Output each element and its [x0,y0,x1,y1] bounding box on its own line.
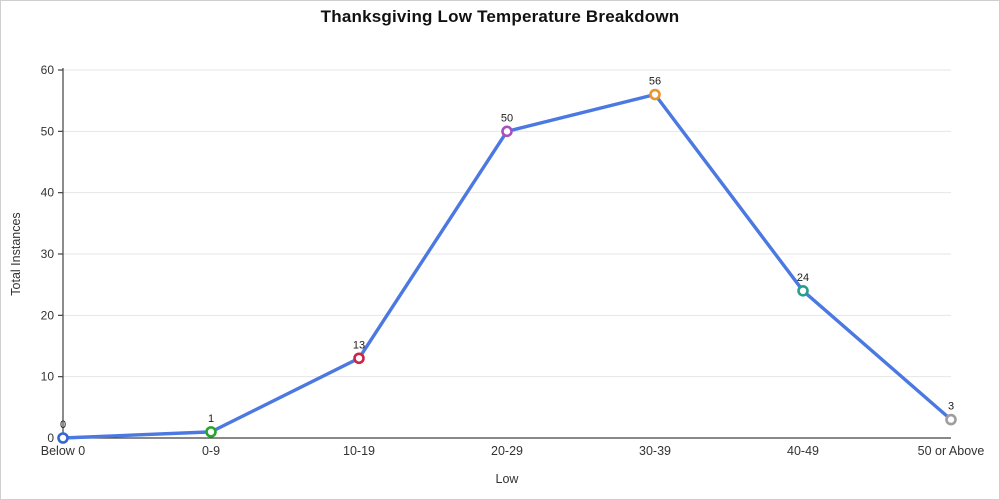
data-point-label: 3 [948,401,954,413]
y-axis-title: Total Instances [9,212,23,296]
data-point-marker [353,352,365,365]
data-point-marker [501,125,513,138]
y-tick-label: 10 [41,370,55,384]
data-point-marker [205,426,217,438]
x-tick-label: Below 0 [41,444,86,458]
y-tick-label: 0 [47,431,54,445]
data-point-label: 0 [60,419,66,431]
data-point-marker [945,413,957,426]
data-line [61,92,953,440]
data-point-marker [649,88,661,101]
y-tick-label: 50 [41,124,55,138]
y-tick-label: 20 [41,308,55,322]
x-tick-label: 10-19 [343,444,375,458]
data-point-label: 56 [649,76,661,88]
x-tick-label: 0-9 [202,444,220,458]
data-point-label: 1 [208,413,214,425]
y-tick-label: 40 [41,186,55,200]
x-tick-label: 50 or Above [918,444,985,458]
y-tick-label: 60 [41,63,55,77]
data-point-label: 50 [501,112,513,124]
data-point-label: 24 [797,272,809,284]
data-point-marker [57,432,69,444]
y-tick-label: 30 [41,247,55,261]
x-tick-label: 20-29 [491,444,523,458]
data-point-label: 13 [353,339,365,351]
x-tick-label: 30-39 [639,444,671,458]
x-axis-title: Low [495,472,519,486]
x-tick-label: 40-49 [787,444,819,458]
chart-title: Thanksgiving Low Temperature Breakdown [320,7,680,26]
data-point-marker [797,284,809,297]
